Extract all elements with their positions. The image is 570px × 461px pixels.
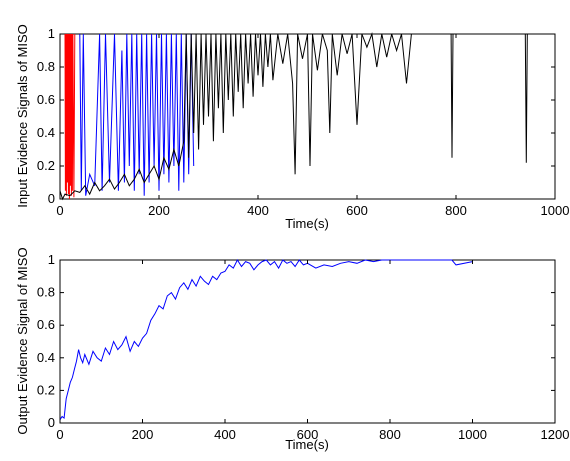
series-line-1 (79, 33, 195, 196)
x-tick-label: 0 (56, 203, 63, 218)
x-tick-label: 1000 (541, 203, 570, 218)
series-line-0 (64, 33, 76, 200)
y-tick-label: 0.6 (37, 317, 55, 332)
series-line-2 (59, 32, 555, 201)
x-tick-label: 600 (346, 203, 368, 218)
x-tick-label: 1200 (541, 427, 570, 442)
tick-layer: 0 200 400 600 800 1000 0 0.2 0.4 0.6 0.8 1 (37, 26, 570, 218)
x-tick-label: 1000 (458, 427, 487, 442)
x-tick-label: 800 (379, 427, 401, 442)
x-axis-label: Time(s) (285, 437, 329, 452)
series-line-0 (59, 258, 473, 420)
series-layer (59, 258, 473, 420)
y-tick-label: 0 (48, 415, 55, 430)
y-tick-label: 0.2 (37, 158, 55, 173)
x-tick-label: 800 (445, 203, 467, 218)
x-tick-label: 0 (56, 427, 63, 442)
y-tick-label: 0.8 (37, 285, 55, 300)
y-tick-label: 1 (48, 252, 55, 267)
x-tick-label: 400 (214, 427, 236, 442)
y-axis-label: Output Evidence Signal of MISO (15, 247, 30, 434)
chart-output-evidence: 0 200 400 600 800 1000 1200 0 0.2 0.4 0.6 0.8 1 Time… (15, 247, 569, 452)
y-tick-label: 1 (48, 26, 55, 41)
y-axis-label: Input Evidence Signals of MISO (15, 24, 30, 208)
series-layer (59, 32, 555, 201)
y-tick-label: 0.4 (37, 350, 55, 365)
y-tick-label: 0.4 (37, 125, 55, 140)
x-tick-label: 200 (132, 427, 154, 442)
y-tick-label: 0.6 (37, 92, 55, 107)
x-tick-label: 400 (247, 203, 269, 218)
tick-layer: 0 200 400 600 800 1000 1200 0 0.2 0.4 0.6 0.8 1 (37, 252, 570, 442)
x-axis-label: Time(s) (285, 216, 329, 231)
y-tick-label: 0 (48, 191, 55, 206)
y-tick-label: 0.8 (37, 59, 55, 74)
y-tick-label: 0.2 (37, 382, 55, 397)
x-tick-label: 200 (148, 203, 170, 218)
x-tick-label: 600 (297, 427, 319, 442)
